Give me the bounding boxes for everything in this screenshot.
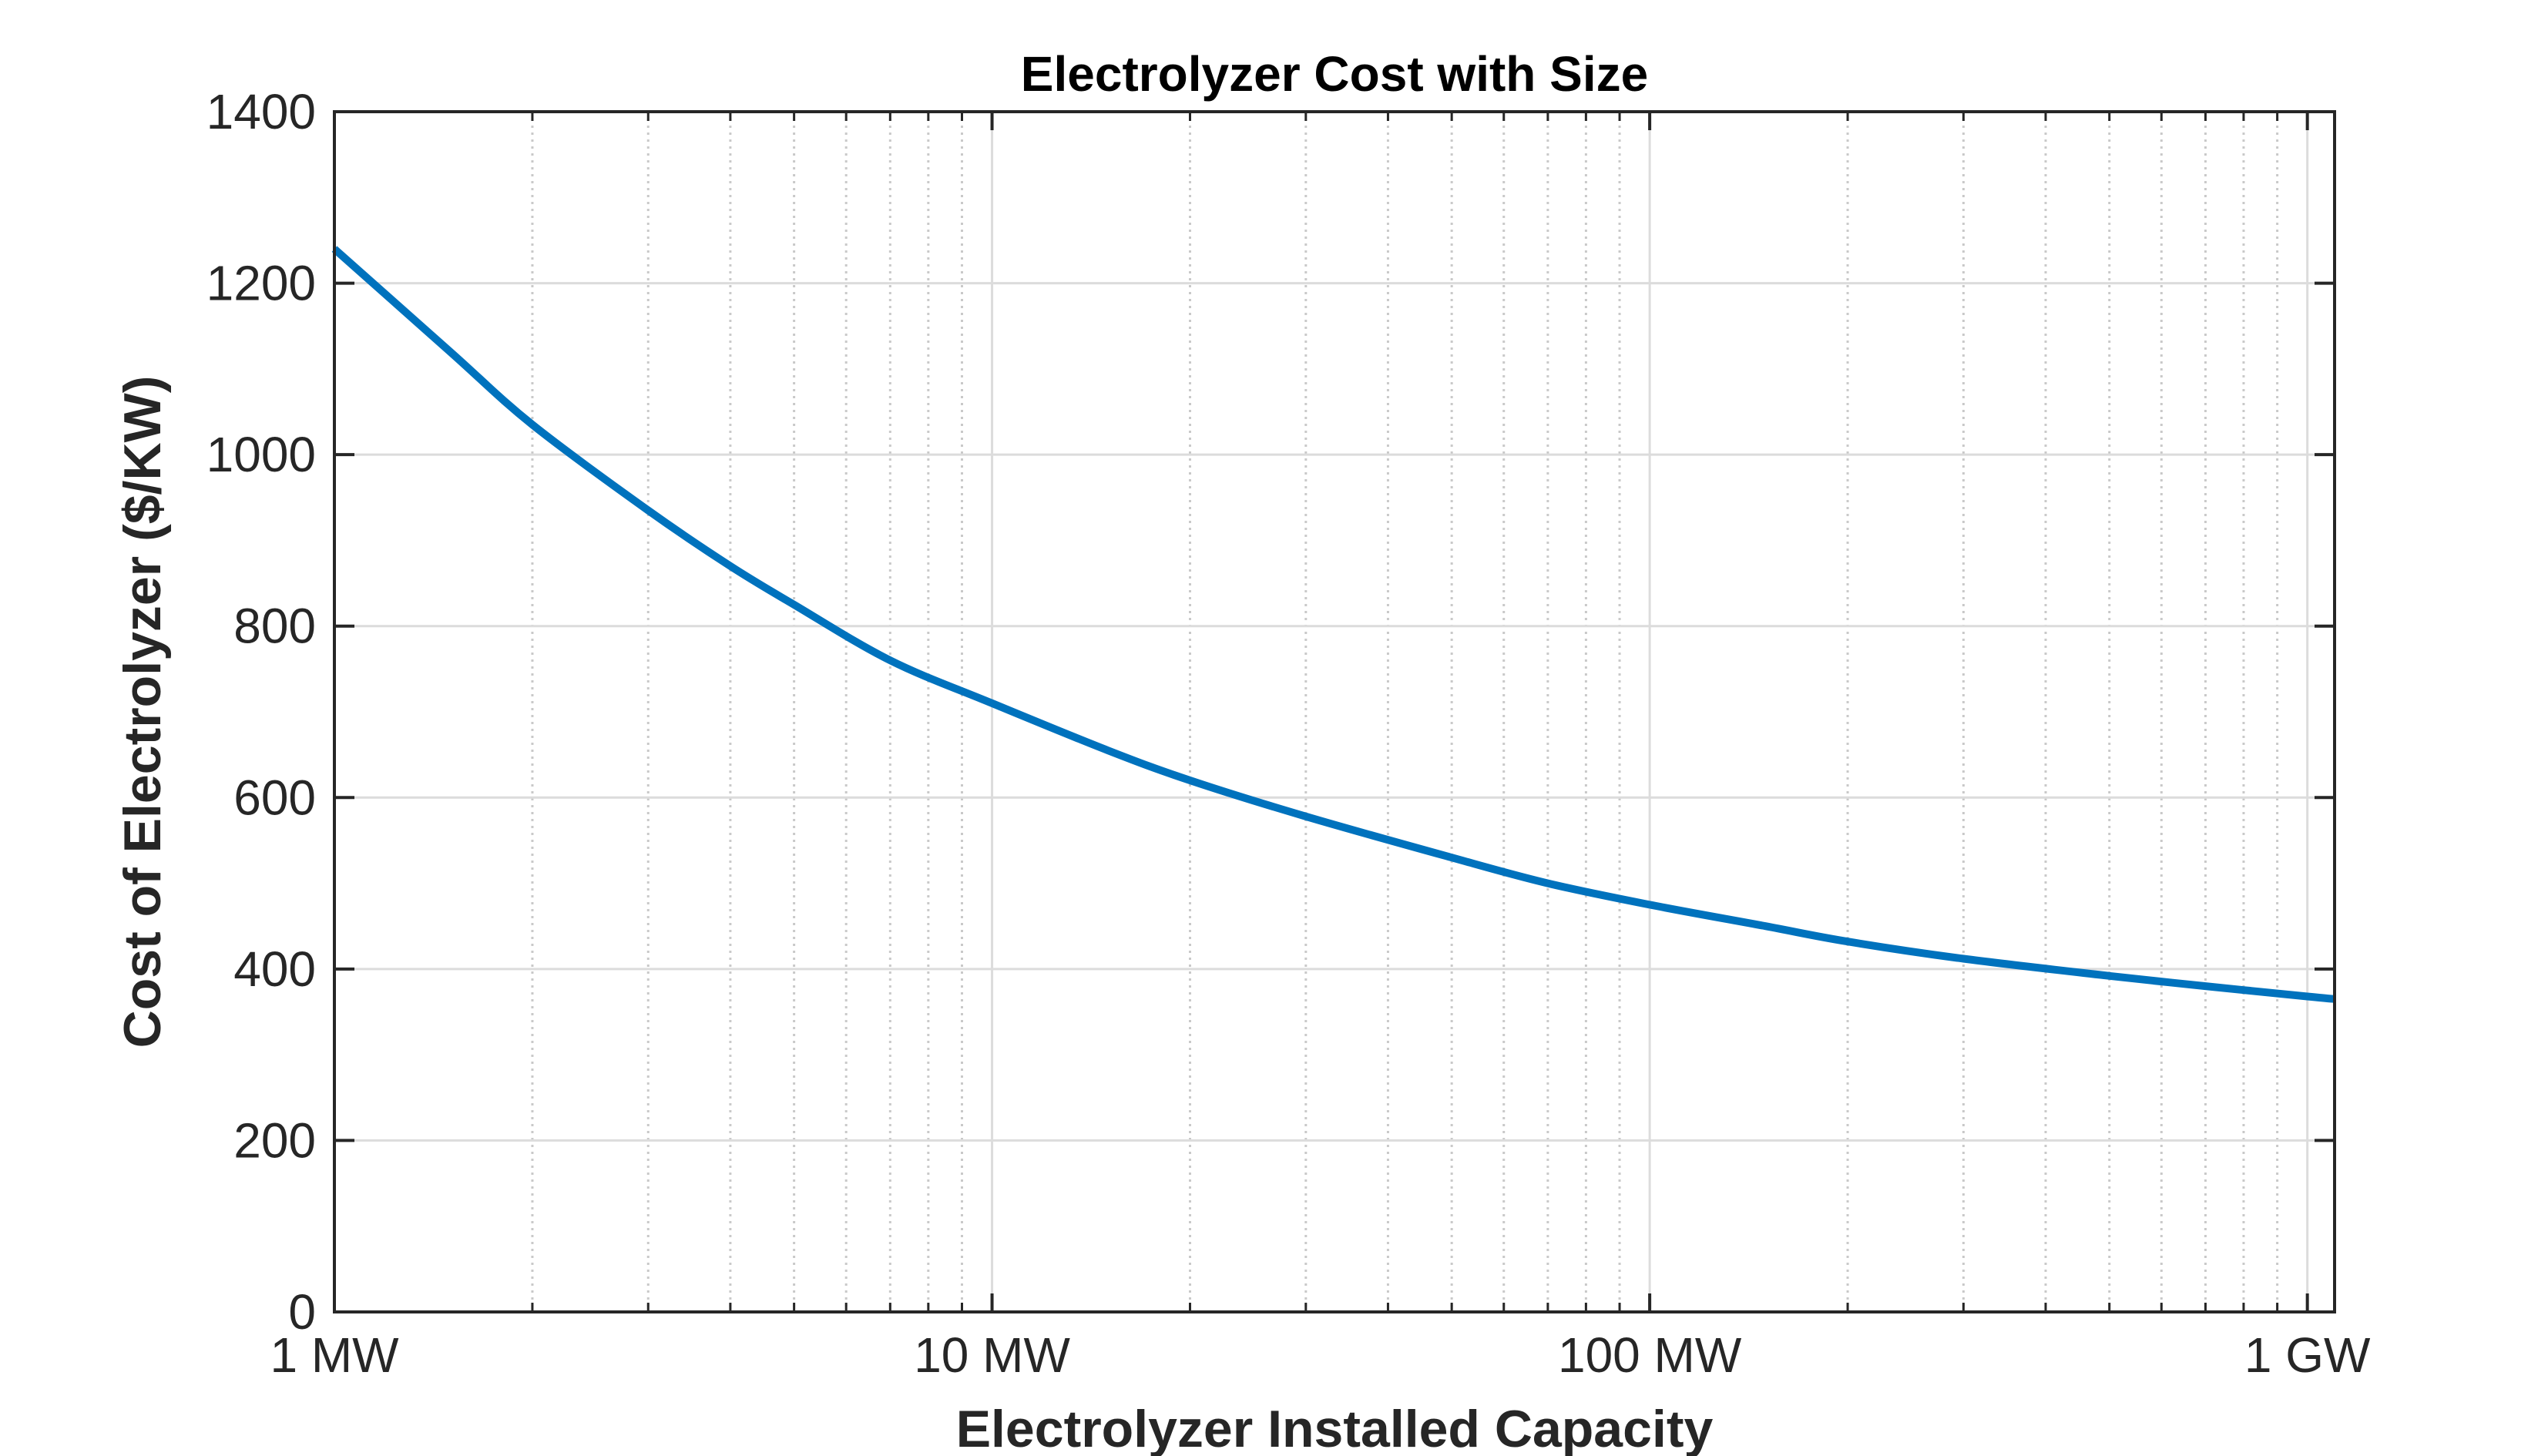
x-tick-label: 1 MW [270,1327,399,1383]
x-tick-labels: 1 MW 10 MW 100 MW 1 GW [270,1327,2371,1383]
plot-area [334,112,2335,1312]
x-axis-label: Electrolyzer Installed Capacity [956,1400,1714,1456]
x-tick-label: 1 GW [2244,1327,2371,1383]
y-tick-labels: 0 200 400 600 800 1000 1200 1400 [206,84,316,1340]
y-tick-label: 400 [233,941,316,997]
grid [334,112,2335,1312]
chart-title: Electrolyzer Cost with Size [1021,46,1648,102]
y-tick-label: 200 [233,1112,316,1168]
y-tick-label: 600 [233,770,316,825]
cost-curve [331,246,2335,1003]
y-axis-label: Cost of Electrolyzer ($/KW) [113,376,172,1048]
y-tick-label: 1200 [206,256,316,311]
y-tick-label: 1000 [206,427,316,482]
y-tick-label: 800 [233,599,316,654]
x-tick-label: 100 MW [1558,1327,1742,1383]
y-tick-label: 1400 [206,84,316,139]
axes-box [333,110,2336,1313]
x-tick-label: 10 MW [914,1327,1070,1383]
y-tick-label: 0 [288,1284,316,1340]
series-layer [331,246,2335,1003]
